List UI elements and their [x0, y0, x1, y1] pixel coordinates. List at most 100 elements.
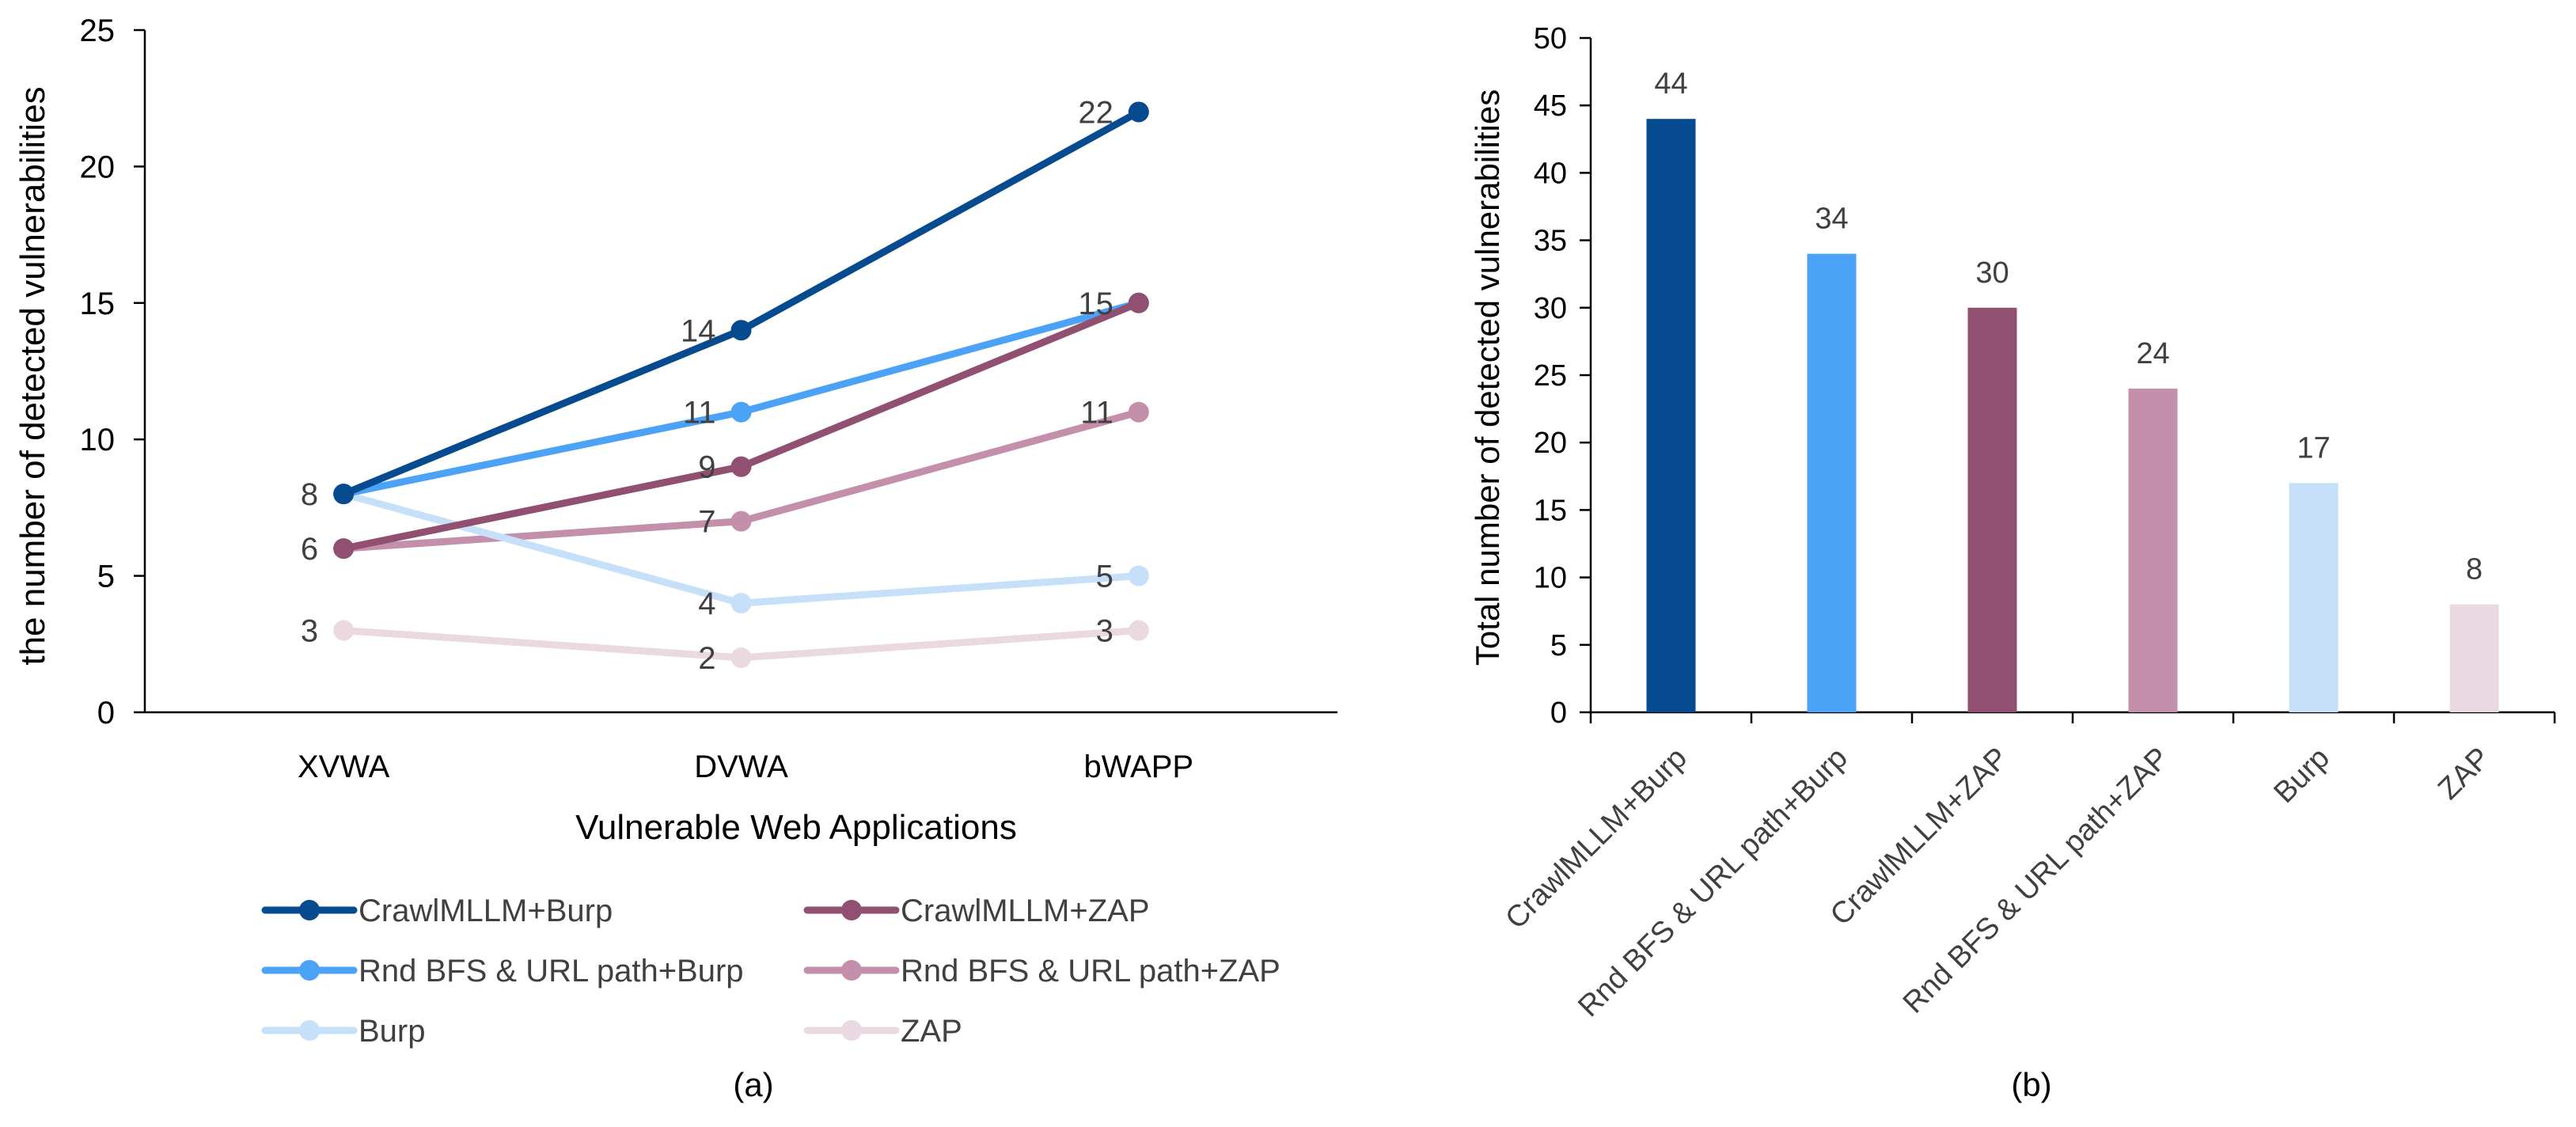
bar	[1807, 253, 1857, 712]
y-tick-label: 30	[1534, 292, 1567, 325]
category-label: CrawlMLLM+Burp	[1499, 742, 1693, 935]
legend-label: CrawlMLLM+Burp	[359, 894, 613, 928]
legend-swatch-marker	[299, 960, 320, 981]
bar-chart-axes: 0 5 10 15 20 25 30 35 40 45 50	[1534, 22, 2556, 730]
line-chart-series	[333, 101, 1149, 669]
y-tick-label: 25	[1534, 359, 1567, 393]
legend-label: Rnd BFS & URL path+Burp	[359, 954, 744, 988]
y-tick-label: 10	[80, 423, 116, 457]
data-label: 5	[1096, 560, 1113, 594]
data-label: 3	[301, 614, 318, 649]
data-point	[1128, 565, 1149, 586]
series-line	[340, 490, 1143, 607]
y-tick-label: 40	[1534, 157, 1567, 190]
bar-chart-value-labels: 44 34 30 24 17 8	[1654, 67, 2483, 586]
data-label: 15	[1078, 286, 1113, 321]
y-tick-label: 50	[1534, 22, 1567, 55]
category-label: Rnd BFS & URL path+Burp	[1572, 742, 1854, 1024]
y-tick-label: 15	[1534, 494, 1567, 527]
category-label: CrawlMLLM+ZAP	[1824, 742, 2015, 932]
data-label: 8	[301, 477, 318, 512]
data-point	[1128, 620, 1149, 641]
y-tick-label: 0	[1550, 696, 1567, 730]
data-point	[1128, 292, 1149, 313]
data-point	[333, 538, 355, 560]
data-label: 11	[1080, 396, 1113, 431]
bar	[2449, 604, 2499, 712]
bar	[1967, 307, 2017, 712]
legend-item: CrawlMLLM+Burp	[261, 894, 613, 928]
legend-item: ZAP	[803, 1014, 962, 1049]
data-point	[730, 647, 752, 669]
bar-chart-panel: 0 5 10 15 20 25 30 35 40 45 50 44 34 30 24 17 8 CrawlML…	[1469, 22, 2556, 1103]
y-tick-label: 5	[97, 560, 115, 594]
data-point	[730, 456, 752, 477]
bar-chart-bars	[1646, 119, 2499, 713]
legend-item: Burp	[261, 1014, 426, 1049]
category-label: Burp	[2267, 742, 2335, 810]
y-tick-label: 5	[1550, 629, 1567, 662]
y-tick-label: 20	[80, 150, 116, 184]
bar	[2128, 389, 2178, 712]
legend-label: Burp	[359, 1014, 426, 1049]
data-label: 22	[1078, 95, 1113, 130]
data-point	[1128, 101, 1149, 123]
data-point	[333, 620, 355, 641]
bar-value-label: 8	[2466, 553, 2483, 586]
bar-value-label: 17	[2297, 431, 2330, 465]
data-point	[333, 484, 355, 505]
bar-chart-y-axis-title: Total number of detected vulnerabilities	[1469, 89, 1506, 666]
panel-label-b: (b)	[2011, 1066, 2051, 1103]
y-tick-label: 0	[97, 696, 115, 730]
x-tick-label: XVWA	[298, 749, 390, 784]
bar-value-label: 30	[1975, 256, 2009, 290]
data-label: 4	[698, 586, 715, 621]
data-point	[730, 401, 752, 423]
category-label: Rnd BFS & URL path+ZAP	[1897, 742, 2176, 1020]
legend-label: Rnd BFS & URL path+ZAP	[901, 954, 1280, 988]
data-point	[1128, 401, 1149, 423]
line-chart-legend: CrawlMLLM+Burp CrawlMLLM+ZAP Rnd BFS & URL…	[261, 894, 1280, 1049]
data-point	[730, 320, 752, 341]
y-tick-label: 15	[80, 286, 116, 321]
x-tick-label: bWAPP	[1084, 749, 1194, 784]
bar	[2289, 483, 2339, 712]
y-tick-label: 10	[1534, 562, 1567, 595]
series-line	[340, 108, 1143, 498]
y-tick-label: 45	[1534, 89, 1567, 123]
data-label: 6	[301, 532, 318, 567]
legend-swatch-marker	[299, 900, 320, 920]
bar-value-label: 24	[2136, 337, 2169, 370]
x-tick-label: DVWA	[694, 749, 788, 784]
legend-item: Rnd BFS & URL path+Burp	[261, 954, 744, 988]
category-label: ZAP	[2432, 742, 2497, 806]
panel-label-a: (a)	[733, 1066, 773, 1103]
legend-swatch-marker	[841, 960, 862, 981]
data-label: 14	[681, 313, 716, 348]
line-chart-x-axis-title: Vulnerable Web Applications	[575, 808, 1017, 847]
legend-swatch-marker	[841, 1020, 862, 1041]
bar-value-label: 34	[1815, 203, 1848, 236]
data-label: 11	[683, 396, 716, 431]
line-chart-y-axis-title: the number of detected vulnerabilities	[13, 86, 52, 665]
y-tick-label: 25	[80, 13, 116, 48]
legend-label: ZAP	[901, 1014, 962, 1049]
data-point	[730, 593, 752, 614]
legend-swatch-marker	[299, 1020, 320, 1041]
data-point	[730, 510, 752, 532]
line-chart-panel: 0 5 10 15 20 25 XVWA DVWA bWAPP 8 14 22 11 15 4 5 6 9 7 11…	[13, 13, 1337, 1103]
data-label: 2	[698, 641, 715, 676]
bar	[1646, 119, 1696, 713]
y-tick-label: 20	[1534, 427, 1567, 460]
legend-swatch-marker	[841, 900, 862, 920]
data-label: 7	[698, 505, 715, 540]
y-tick-label: 35	[1534, 225, 1567, 258]
data-label: 3	[1096, 614, 1113, 649]
legend-label: CrawlMLLM+ZAP	[901, 894, 1150, 928]
legend-item: Rnd BFS & URL path+ZAP	[803, 954, 1280, 988]
bar-value-label: 44	[1654, 67, 1687, 101]
data-label: 9	[698, 450, 715, 485]
